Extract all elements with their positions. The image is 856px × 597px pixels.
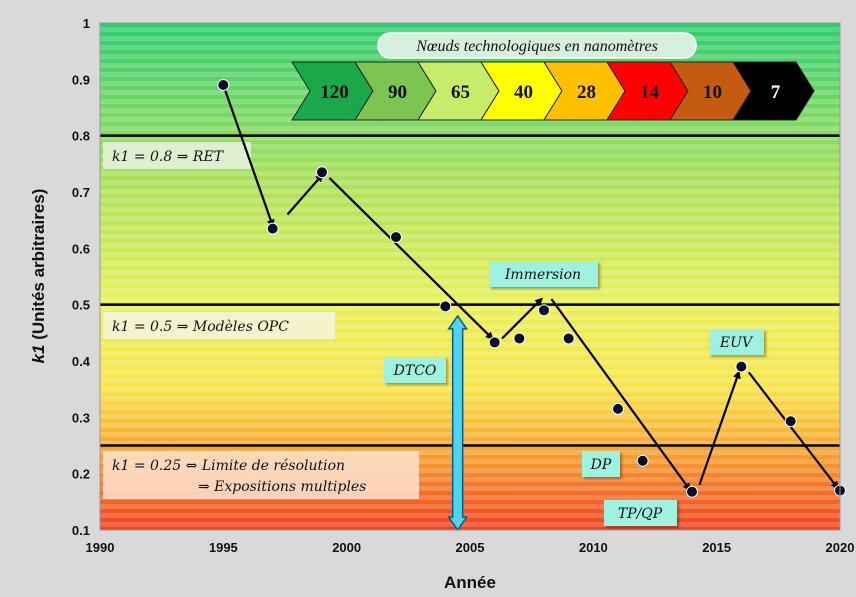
y-axis-ticks: 0.1 0.2 0.3 0.4 0.5 0.6 0.7 0.8 0.9 1: [72, 16, 91, 538]
trend-arrow: [747, 371, 839, 490]
svg-text:k1 = 0.25 ⇔ Limite de résoluti: k1 = 0.25 ⇔ Limite de résolution: [112, 458, 345, 474]
ret-annotation: k1 = 0.8 ⇒ RET: [103, 142, 251, 169]
data-point: [439, 300, 452, 313]
data-point: [266, 222, 279, 235]
x-tick-label: 2010: [579, 540, 608, 555]
y-tick-label: 0.6: [72, 241, 90, 256]
x-tick-label: 2005: [456, 540, 485, 555]
svg-text:EUV: EUV: [719, 335, 754, 351]
node-label: 90: [388, 82, 407, 103]
dp-label: DP: [582, 451, 620, 477]
x-tick-label: 2020: [826, 540, 855, 555]
opc-annotation: k1 = 0.5 ⇒ Modèles OPC: [103, 312, 335, 339]
trend-arrow: [550, 298, 691, 492]
data-point: [784, 415, 797, 428]
svg-text:k1 = 0.5 ⇒ Modèles OPC: k1 = 0.5 ⇒ Modèles OPC: [112, 319, 289, 335]
x-tick-label: 1995: [209, 540, 238, 555]
threshold-lines: [100, 134, 840, 447]
y-tick-label: 1: [83, 16, 90, 31]
svg-text:⇒ Expositions multiples: ⇒ Expositions multiples: [198, 479, 366, 495]
data-point: [538, 304, 550, 317]
data-point: [562, 332, 575, 345]
dtco-label: DTCO: [384, 357, 446, 383]
node-chevron: [732, 61, 815, 121]
y-tick-label: 0.7: [72, 185, 90, 200]
data-point: [636, 454, 649, 467]
plot-area-border: [99, 22, 841, 531]
data-point: [488, 336, 501, 349]
node-label: 10: [703, 82, 722, 103]
data-point: [513, 332, 526, 345]
nodes-title: Nœuds technologiques en nanomètres: [415, 38, 658, 55]
svg-text:DTCO: DTCO: [393, 363, 437, 379]
data-point: [686, 485, 698, 498]
tech-nodes-banner: Nœuds technologiques en nanomètres 120 90…: [291, 32, 815, 121]
tpqp-label: TP/QP: [604, 500, 677, 526]
node-label: 120: [320, 82, 349, 103]
data-point: [735, 360, 748, 373]
trend-arrow: [698, 370, 741, 486]
svg-text:k1 = 0.8 ⇒ RET: k1 = 0.8 ⇒ RET: [112, 149, 225, 165]
trend-arrow: [328, 177, 494, 340]
euv-label: EUV: [709, 329, 764, 355]
y-axis-title: k1 (Unités arbitraires): [29, 189, 48, 364]
node-label: 7: [771, 82, 781, 103]
y-tick-label: 0.8: [72, 129, 90, 144]
trend-arrow: [222, 84, 275, 228]
x-axis-title: Année: [444, 573, 496, 592]
x-axis-ticks: 1990 1995 2000 2005 2010 2015 2020: [86, 540, 855, 555]
y-tick-label: 0.2: [72, 467, 90, 482]
y-tick-label: 0.1: [72, 523, 90, 538]
x-tick-label: 1990: [86, 540, 115, 555]
nodes-title-box: [377, 32, 697, 59]
trend-arrow: [286, 173, 324, 216]
data-point: [390, 231, 402, 244]
y-tick-label: 0.9: [72, 72, 90, 87]
data-point: [217, 78, 230, 91]
node-chevrons: 120 90 65 40 28 14 10 7: [291, 61, 815, 121]
svg-text:TP/QP: TP/QP: [618, 506, 663, 522]
y-tick-label: 0.5: [72, 298, 90, 313]
data-point: [612, 402, 624, 415]
node-label: 40: [514, 82, 533, 103]
trend-arrow: [501, 297, 543, 340]
y-tick-label: 0.3: [72, 410, 90, 425]
data-point: [316, 166, 328, 179]
node-label: 65: [451, 82, 470, 103]
svg-text:DP: DP: [590, 457, 612, 473]
node-label: 14: [640, 82, 660, 103]
limit-annotation: k1 = 0.25 ⇔ Limite de résolution ⇒ Expos…: [103, 451, 419, 499]
x-tick-label: 2015: [702, 540, 731, 555]
y-tick-label: 0.4: [72, 354, 91, 369]
trend-arrows: [222, 84, 839, 492]
x-tick-label: 2000: [332, 540, 361, 555]
immersion-label: Immersion: [489, 261, 598, 287]
svg-text:Immersion: Immersion: [504, 267, 581, 283]
node-label: 28: [577, 82, 596, 103]
data-points: [217, 78, 846, 498]
